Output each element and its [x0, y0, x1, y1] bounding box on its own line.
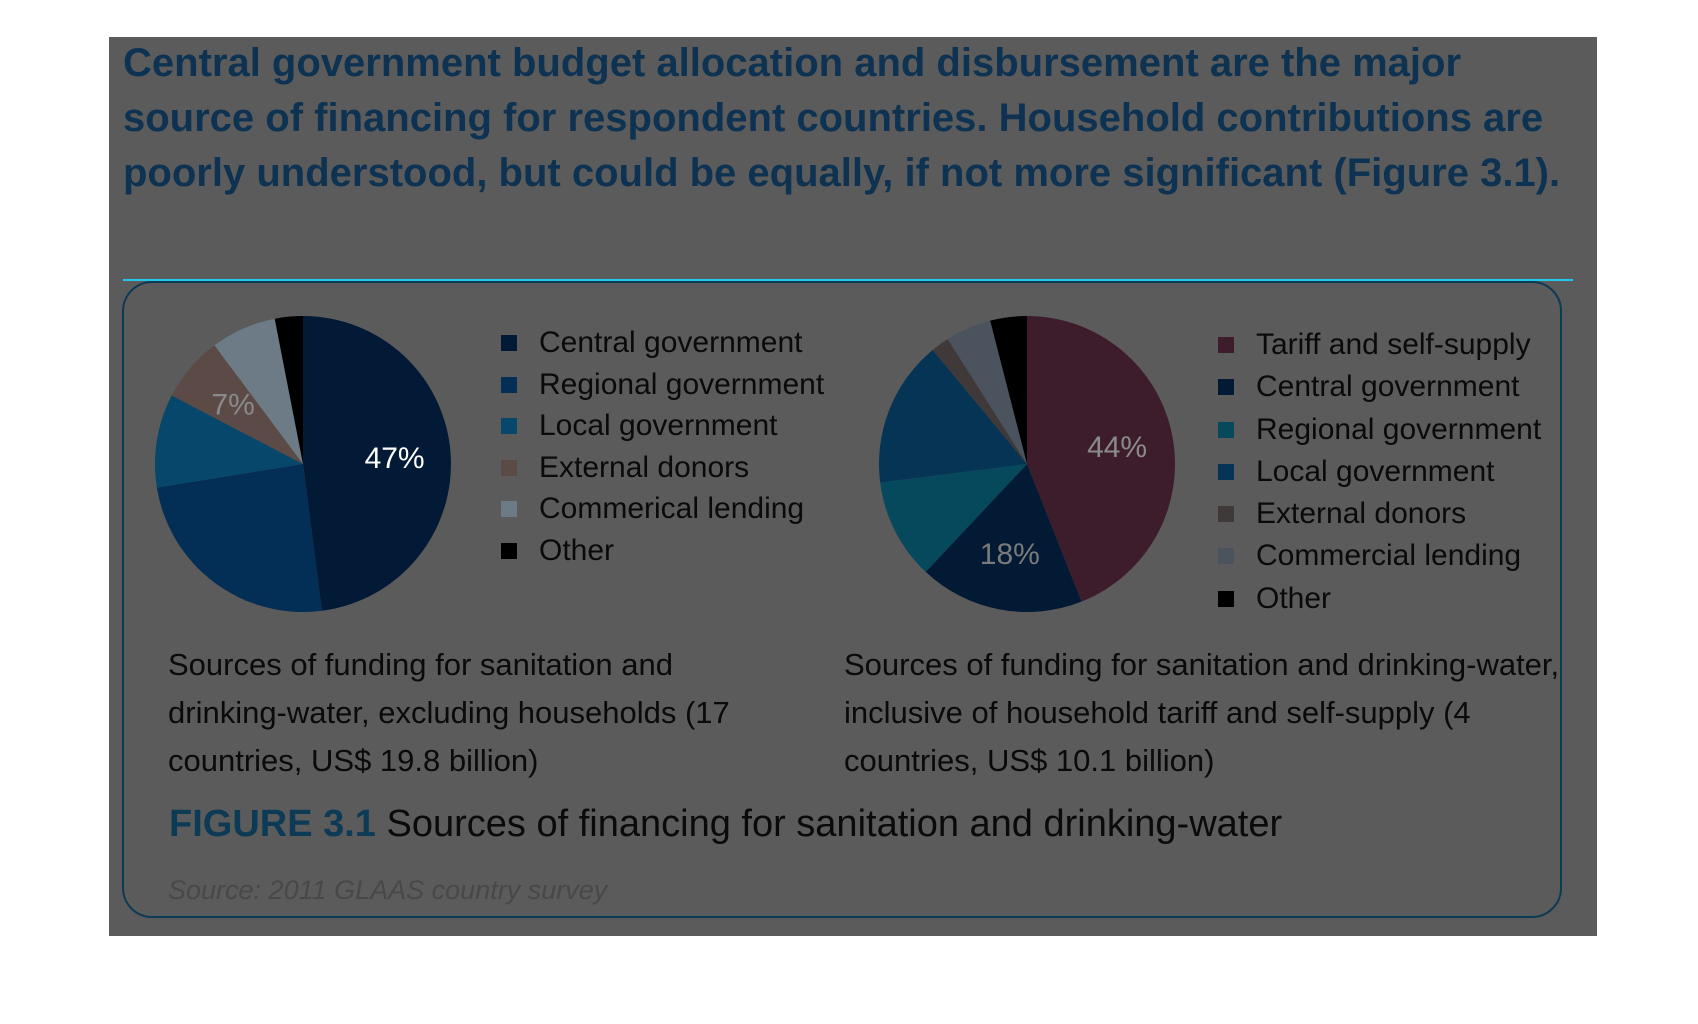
legend-label: Local government	[539, 409, 778, 442]
pie-slice-regional-government	[880, 464, 1027, 572]
data-label-central-government: 18%	[980, 538, 1040, 571]
pie-slice-local-government	[155, 395, 303, 488]
legend-swatch	[1218, 337, 1234, 353]
legend-swatch	[1218, 548, 1234, 565]
legend-label: Commercial lending	[1256, 539, 1522, 573]
legend-inclusive-households: Tariff and self-supply Central government…	[1218, 324, 1541, 620]
legend-item: External donors	[1218, 493, 1541, 535]
legend-label: Tariff and self-supply	[1256, 328, 1531, 361]
pie-slice-other	[274, 316, 303, 464]
pie-slice-central-government	[925, 464, 1082, 613]
legend-item: Other	[501, 530, 824, 572]
legend-item: Commercial lending	[1218, 535, 1541, 577]
legend-swatch	[1218, 379, 1234, 396]
legend-swatch	[501, 418, 517, 434]
pie-slice-external-donors	[932, 339, 1027, 464]
legend-label: Local government	[1256, 454, 1495, 488]
headline-divider	[123, 279, 1573, 281]
figure-title-text: Sources of financing for sanitation and …	[386, 803, 1283, 845]
legend-item: Tariff and self-supply	[1218, 324, 1541, 366]
legend-swatch	[1218, 421, 1234, 438]
pie-slice-commercial-lending	[947, 320, 1027, 464]
legend-label: Central government	[1256, 370, 1520, 404]
legend-item: Regional government	[501, 364, 824, 406]
pie-slice-commerical-lending	[214, 318, 303, 464]
pie-chart-excluding-households: 47% 7%	[155, 316, 451, 612]
chart-caption-inclusive-households: Sources of funding for sanitation and dr…	[844, 647, 1560, 778]
legend-item: Central government	[1218, 366, 1541, 408]
figure-title: FIGURE 3.1 Sources of financing for sani…	[169, 803, 1282, 846]
data-label-tariff-and-self-supply: 44%	[1087, 431, 1147, 464]
legend-item: Regional government	[1218, 409, 1541, 451]
pie-slice-tariff-and-self-supply	[1027, 316, 1176, 602]
legend-item: Commerical lending	[501, 488, 824, 530]
legend-label: Central government	[539, 326, 803, 359]
legend-label: Other	[539, 533, 615, 567]
pie-slice-other	[990, 316, 1027, 464]
legend-label: Regional government	[1256, 412, 1542, 446]
legend-swatch	[1218, 463, 1234, 480]
legend-label: External donors	[539, 450, 750, 484]
figure-number: FIGURE 3.1	[169, 803, 376, 845]
legend-swatch	[501, 542, 517, 559]
legend-item: External donors	[501, 447, 824, 489]
legend-label: Commerical lending	[539, 492, 805, 525]
data-label-central-government: 47%	[365, 442, 425, 475]
legend-excluding-households: Central government Regional government Loc…	[501, 322, 824, 571]
legend-item: Local government	[1218, 451, 1541, 493]
legend-label: Other	[1256, 581, 1332, 615]
figure-source: Source: 2011 GLAAS country survey	[168, 875, 608, 905]
headline: Central government budget allocation and…	[123, 41, 1561, 195]
legend-swatch	[501, 335, 517, 351]
legend-swatch	[501, 501, 517, 517]
pie-slice-regional-government	[156, 464, 322, 612]
legend-label: External donors	[1256, 497, 1467, 531]
figure-box	[122, 281, 1562, 918]
legend-swatch	[1218, 506, 1234, 523]
pie-slice-central-government	[303, 316, 451, 611]
legend-swatch	[1218, 590, 1234, 607]
pie-chart-inclusive-households: 44% 18%	[879, 316, 1176, 613]
legend-item: Local government	[501, 405, 824, 447]
legend-item: Central government	[501, 322, 824, 364]
legend-swatch	[501, 376, 517, 393]
chart-caption-excluding-households: Sources of funding for sanitation and dr…	[168, 647, 730, 778]
legend-label: Regional government	[539, 367, 825, 401]
legend-swatch	[501, 459, 517, 476]
legend-item: Other	[1218, 578, 1541, 620]
pie-slice-external-donors	[171, 345, 303, 464]
data-label-external-donors: 7%	[211, 389, 254, 422]
pie-slice-local-government	[879, 349, 1027, 483]
